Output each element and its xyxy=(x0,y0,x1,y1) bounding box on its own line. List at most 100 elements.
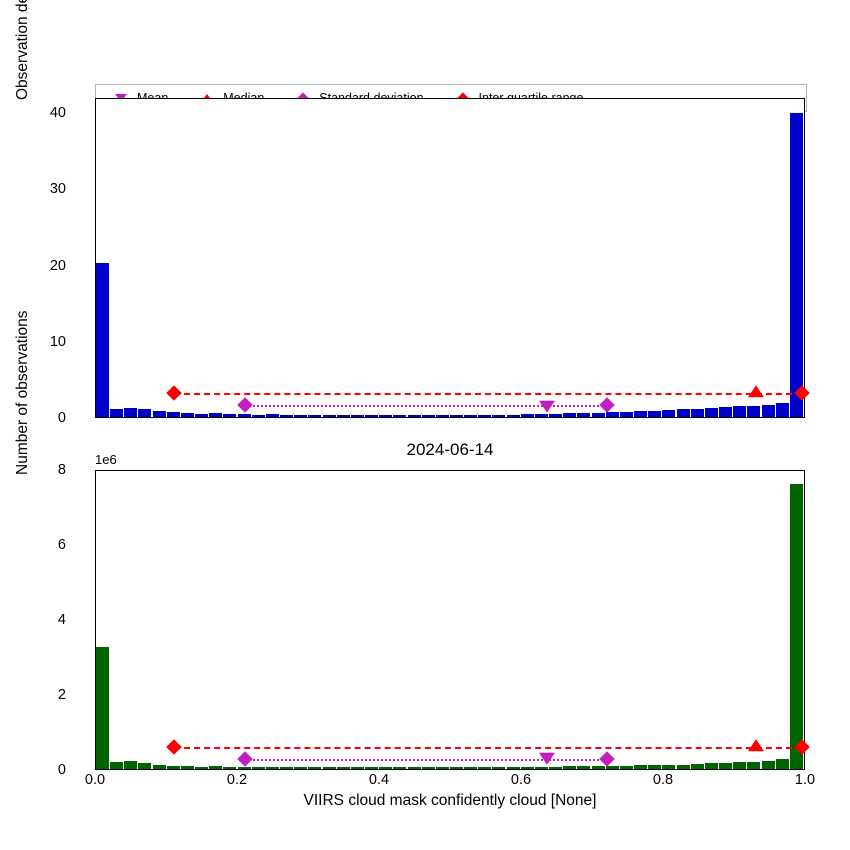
histogram-bar xyxy=(719,763,732,769)
x-tick-label: 0.0 xyxy=(85,772,105,788)
histogram-bar xyxy=(167,766,180,769)
bottom-subplot xyxy=(95,470,805,770)
histogram-bar xyxy=(365,415,378,417)
histogram-bar xyxy=(677,765,690,769)
y-tick-label: 0 xyxy=(58,410,66,426)
histogram-bar xyxy=(393,415,406,417)
histogram-bar xyxy=(691,409,704,417)
histogram-bar xyxy=(323,767,336,769)
histogram-bar xyxy=(209,766,222,769)
histogram-bar xyxy=(252,415,265,417)
y-tick-label: 10 xyxy=(50,334,66,350)
histogram-bar xyxy=(662,410,675,417)
histogram-bar xyxy=(776,759,789,769)
histogram-bar xyxy=(776,403,789,417)
bottom-x-axis-title: VIIRS cloud mask confidently cloud [None… xyxy=(95,792,805,810)
y-tick-label: 0 xyxy=(58,762,66,778)
median-marker-bottom xyxy=(748,739,764,751)
y-tick-label: 8 xyxy=(58,462,66,478)
y-tick-label: 6 xyxy=(58,537,66,553)
histogram-bar xyxy=(351,767,364,769)
mean-marker-bottom xyxy=(539,753,555,765)
histogram-bar xyxy=(422,415,435,417)
histogram-bar xyxy=(747,762,760,769)
histogram-bar xyxy=(535,414,548,417)
histogram-bar xyxy=(691,764,704,769)
histogram-bar xyxy=(705,763,718,769)
histogram-bar xyxy=(592,413,605,417)
histogram-bar xyxy=(634,411,647,417)
x-tick-label: 0.4 xyxy=(369,772,389,788)
histogram-bar xyxy=(648,765,661,769)
histogram-bar xyxy=(719,407,732,417)
top-y-axis-title: Observation density xyxy=(14,0,32,100)
histogram-bar xyxy=(620,766,633,769)
histogram-bar xyxy=(606,766,619,769)
histogram-bar xyxy=(507,415,520,417)
histogram-bar xyxy=(733,406,746,417)
histogram-bar xyxy=(124,761,137,769)
histogram-bar xyxy=(138,763,151,769)
histogram-bar xyxy=(592,766,605,769)
histogram-bar xyxy=(464,415,477,417)
histogram-bar xyxy=(705,408,718,417)
histogram-bar xyxy=(577,766,590,769)
histogram-bar xyxy=(606,412,619,417)
histogram-bar xyxy=(634,765,647,769)
histogram-bar xyxy=(379,415,392,417)
chart-figure: Mean Median Standard deviation Inter qua… xyxy=(0,0,850,850)
histogram-bar xyxy=(620,412,633,417)
histogram-bar xyxy=(280,415,293,417)
histogram-bar xyxy=(464,767,477,769)
histogram-bar xyxy=(662,765,675,769)
x-tick-label: 0.2 xyxy=(227,772,247,788)
histogram-bar xyxy=(308,415,321,417)
histogram-bar xyxy=(110,409,123,417)
chart-subtitle-date: 2024-06-14 xyxy=(95,440,805,460)
bottom-y-offset-label: 1e6 xyxy=(95,452,117,467)
histogram-bar xyxy=(521,414,534,417)
histogram-bar xyxy=(209,413,222,417)
histogram-bar xyxy=(408,767,421,769)
histogram-bar xyxy=(450,415,463,417)
histogram-bar xyxy=(790,484,803,769)
histogram-bar xyxy=(422,767,435,769)
bottom-y-axis-title: Number of observations xyxy=(14,310,32,475)
y-tick-label: 30 xyxy=(50,181,66,197)
histogram-bar xyxy=(96,263,109,417)
histogram-bar xyxy=(351,415,364,417)
x-tick-label: 0.8 xyxy=(653,772,673,788)
histogram-bar xyxy=(563,413,576,417)
histogram-bar xyxy=(294,767,307,769)
histogram-bar xyxy=(308,767,321,769)
histogram-bar xyxy=(436,767,449,769)
histogram-bar xyxy=(280,767,293,769)
top-subplot xyxy=(95,98,805,418)
histogram-bar xyxy=(153,765,166,769)
histogram-bar xyxy=(379,767,392,769)
histogram-bar xyxy=(393,767,406,769)
histogram-bar xyxy=(478,415,491,417)
histogram-bar xyxy=(549,767,562,769)
histogram-bar xyxy=(733,762,746,769)
histogram-bar xyxy=(762,761,775,769)
histogram-bar xyxy=(450,767,463,769)
histogram-bar xyxy=(181,766,194,769)
histogram-bar xyxy=(492,415,505,417)
histogram-bar xyxy=(747,406,760,417)
histogram-bar xyxy=(252,767,265,769)
histogram-bar xyxy=(238,414,251,417)
histogram-bar xyxy=(294,415,307,417)
histogram-bar xyxy=(195,414,208,417)
histogram-bar xyxy=(266,767,279,769)
y-tick-label: 20 xyxy=(50,258,66,274)
histogram-bar xyxy=(762,405,775,417)
iqr-line-bottom xyxy=(174,747,802,749)
histogram-bar xyxy=(323,415,336,417)
histogram-bar xyxy=(577,413,590,417)
histogram-bar xyxy=(337,415,350,417)
histogram-bar xyxy=(110,762,123,769)
iqr-line-top xyxy=(174,393,802,395)
top-plot-bars xyxy=(96,99,804,417)
x-tick-label: 1.0 xyxy=(795,772,815,788)
